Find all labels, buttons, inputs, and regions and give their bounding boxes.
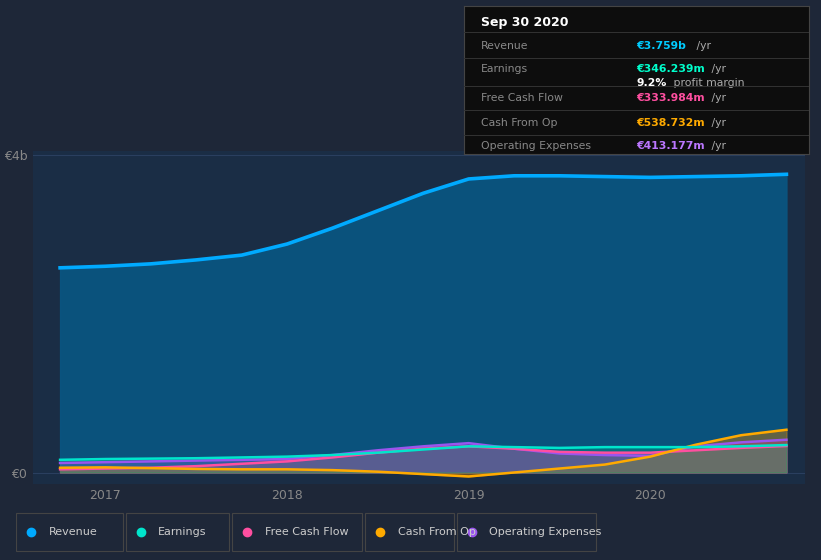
Text: Operating Expenses: Operating Expenses xyxy=(489,527,602,537)
Text: /yr: /yr xyxy=(708,118,726,128)
Text: €333.984m: €333.984m xyxy=(636,94,705,104)
Text: €538.732m: €538.732m xyxy=(636,118,705,128)
Text: Sep 30 2020: Sep 30 2020 xyxy=(481,16,569,29)
Text: Earnings: Earnings xyxy=(158,527,207,537)
Text: Earnings: Earnings xyxy=(481,64,528,74)
Text: Cash From Op: Cash From Op xyxy=(481,118,557,128)
Text: /yr: /yr xyxy=(708,64,726,74)
Text: /yr: /yr xyxy=(693,41,711,52)
Text: €413.177m: €413.177m xyxy=(636,141,705,151)
Text: Revenue: Revenue xyxy=(481,41,529,52)
Text: Free Cash Flow: Free Cash Flow xyxy=(481,94,563,104)
Text: Cash From Op: Cash From Op xyxy=(397,527,475,537)
Text: /yr: /yr xyxy=(708,94,726,104)
Text: Operating Expenses: Operating Expenses xyxy=(481,141,591,151)
Text: 9.2%: 9.2% xyxy=(636,78,667,88)
Text: profit margin: profit margin xyxy=(670,78,745,88)
Text: /yr: /yr xyxy=(708,141,726,151)
Text: €3.759b: €3.759b xyxy=(636,41,686,52)
Text: €346.239m: €346.239m xyxy=(636,64,705,74)
Text: Revenue: Revenue xyxy=(49,527,98,537)
Text: Free Cash Flow: Free Cash Flow xyxy=(264,527,348,537)
